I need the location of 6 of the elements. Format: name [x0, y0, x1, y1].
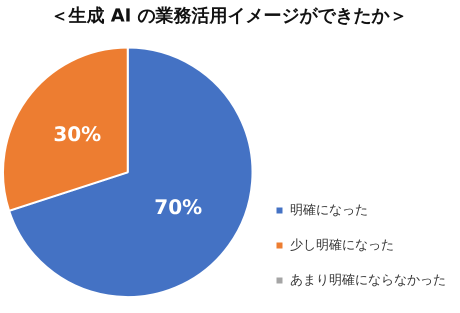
legend-label: 少し明確になった [290, 238, 394, 253]
data-label: 30% [53, 122, 102, 146]
legend-label: あまり明確にならなかった [290, 272, 446, 288]
data-label: 70% [154, 195, 202, 220]
chart-title: ＜生成 AI の業務活用イメージができたか＞ [50, 5, 408, 26]
legend-label: 明確になった [290, 202, 368, 218]
